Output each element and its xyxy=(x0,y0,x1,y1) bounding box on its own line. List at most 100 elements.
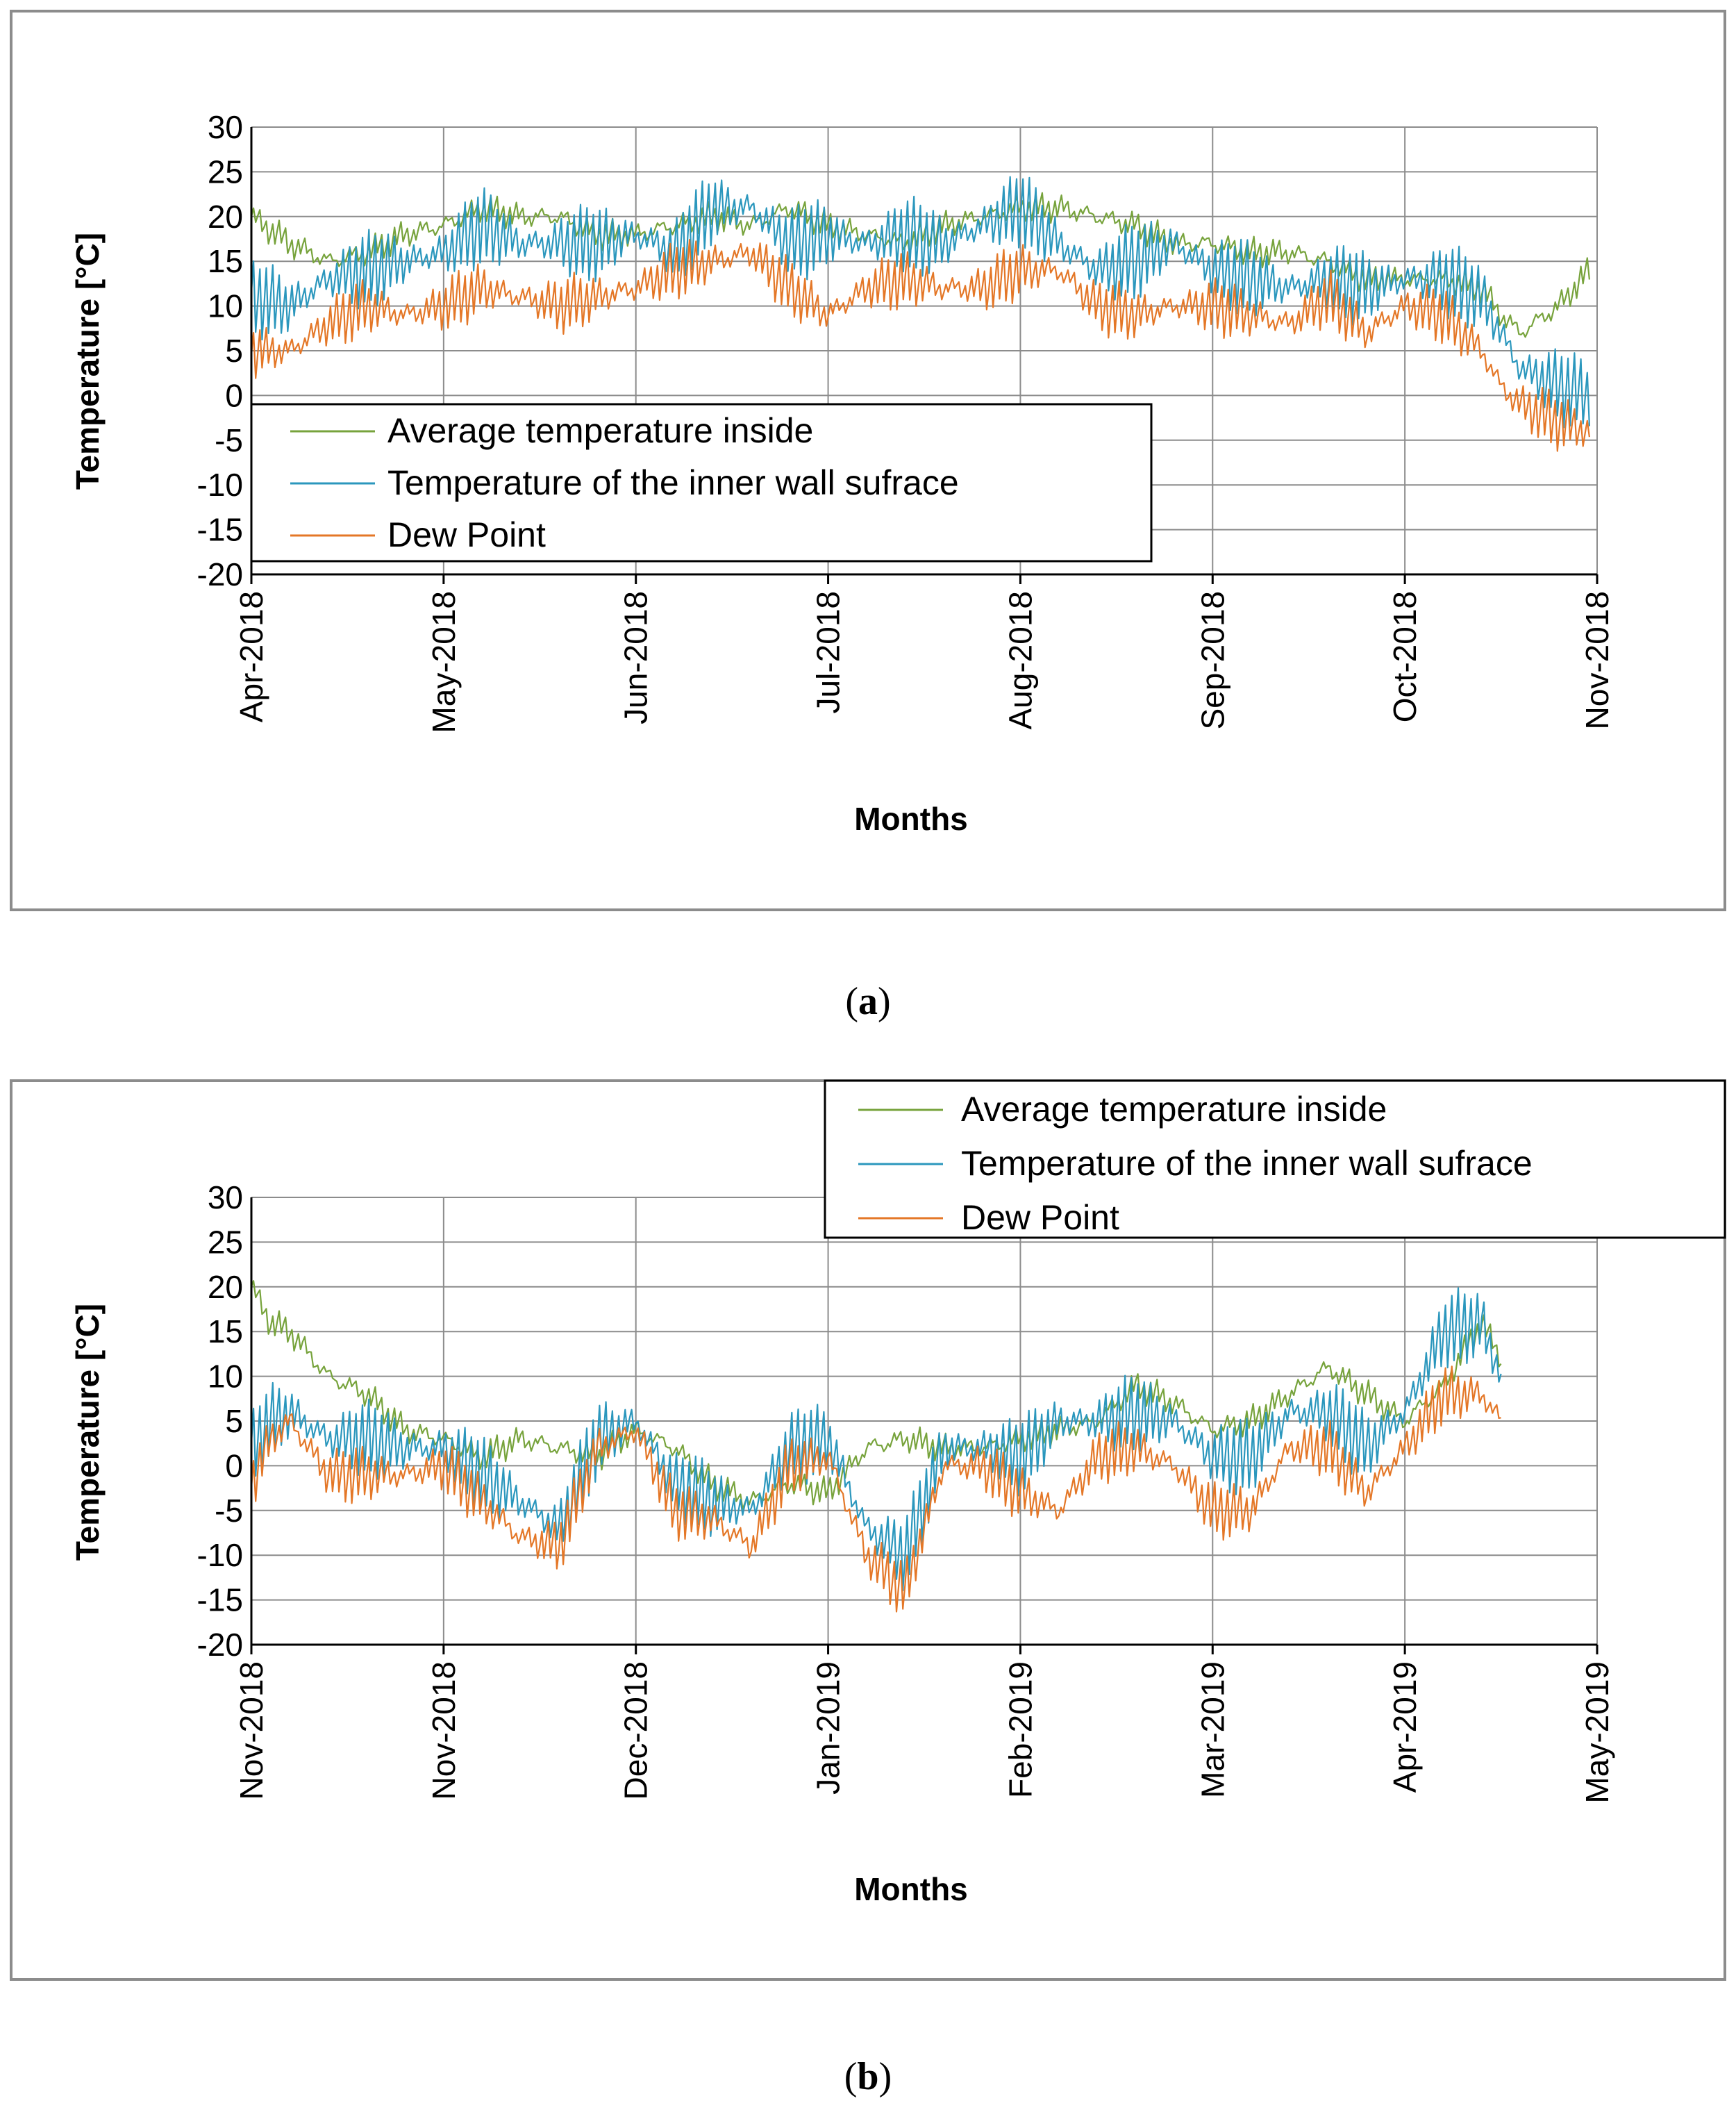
data-point-inside xyxy=(403,1429,406,1431)
data-point-wall xyxy=(288,1411,291,1413)
data-point-inside xyxy=(442,224,445,227)
data-point-dew xyxy=(269,1438,272,1440)
data-point-dew xyxy=(1211,1509,1214,1512)
data-point-wall xyxy=(442,251,445,254)
data-point-dew xyxy=(327,1473,330,1476)
data-point-dew xyxy=(1588,430,1591,433)
data-point-dew xyxy=(403,1473,406,1476)
data-point-dew xyxy=(635,287,637,290)
data-point-dew xyxy=(1365,1491,1368,1494)
data-point-dew xyxy=(635,1429,637,1431)
data-point-wall xyxy=(288,305,291,308)
data-point-wall xyxy=(750,206,753,209)
legend-box xyxy=(250,403,1153,563)
x-tick-label: Nov-2018 xyxy=(426,1661,462,1800)
data-point-inside xyxy=(1558,305,1560,308)
series-line-wall xyxy=(250,176,1590,429)
data-point-wall xyxy=(903,233,906,236)
data-point-inside xyxy=(1135,1384,1137,1386)
data-point-wall xyxy=(865,1527,868,1530)
x-tick-label: Oct-2018 xyxy=(1387,591,1423,722)
data-point-dew xyxy=(1135,1447,1137,1449)
data-point-dew xyxy=(1288,1447,1291,1449)
y-tick-label: 20 xyxy=(208,1269,243,1305)
legend-label-dew: Dew Point xyxy=(961,1198,1119,1237)
data-point-dew xyxy=(1173,1464,1176,1467)
data-point-wall xyxy=(635,1420,637,1422)
data-point-wall xyxy=(1500,331,1503,334)
data-point-dew xyxy=(1558,421,1560,424)
data-point-wall xyxy=(481,1473,483,1476)
legend-box xyxy=(824,1079,1726,1239)
y-axis-title: Temperature [°C] xyxy=(69,1304,106,1561)
data-point-wall xyxy=(865,242,868,244)
y-tick-label: 5 xyxy=(225,1403,243,1439)
y-tick-label: -10 xyxy=(197,467,243,503)
data-point-dew xyxy=(788,1464,791,1467)
data-point-wall xyxy=(980,1447,983,1449)
data-point-inside xyxy=(327,1375,330,1378)
data-point-inside xyxy=(1588,269,1591,272)
data-point-wall xyxy=(635,233,637,236)
data-point-inside xyxy=(1058,206,1060,209)
data-point-dew xyxy=(1365,331,1368,334)
y-tick-label: 0 xyxy=(225,377,243,413)
data-point-inside xyxy=(288,1330,291,1333)
data-point-inside xyxy=(1211,1429,1214,1431)
data-point-inside xyxy=(673,224,676,227)
data-point-wall xyxy=(827,233,830,236)
data-point-inside xyxy=(403,233,406,236)
data-point-wall xyxy=(673,1482,676,1485)
data-point-inside xyxy=(1250,251,1253,254)
data-point-inside xyxy=(1135,224,1137,227)
x-tick-label: Nov-2018 xyxy=(1579,591,1615,729)
data-point-inside xyxy=(1288,1393,1291,1395)
data-point-wall xyxy=(327,278,330,281)
data-point-dew xyxy=(1058,1509,1060,1512)
data-point-dew xyxy=(673,1509,676,1512)
data-point-inside xyxy=(1288,251,1291,254)
x-tick-label: Apr-2019 xyxy=(1387,1661,1423,1793)
data-point-dew xyxy=(1211,305,1214,308)
data-point-dew xyxy=(558,1545,560,1547)
data-point-dew xyxy=(980,1464,983,1467)
data-point-wall xyxy=(942,242,945,244)
data-point-dew xyxy=(519,1536,522,1538)
data-point-dew xyxy=(1403,305,1406,308)
y-tick-label: 10 xyxy=(208,288,243,324)
data-point-dew xyxy=(1326,296,1329,299)
data-point-dew xyxy=(442,305,445,308)
data-point-inside xyxy=(903,1438,906,1440)
x-tick-label: Feb-2019 xyxy=(1002,1661,1038,1798)
data-point-inside xyxy=(365,1393,368,1395)
data-point-dew xyxy=(1500,385,1503,388)
data-point-inside xyxy=(1096,215,1099,218)
x-axis-title: Months xyxy=(854,1871,968,1907)
data-point-dew xyxy=(1500,1420,1503,1422)
data-point-wall xyxy=(942,1447,945,1449)
data-point-dew xyxy=(711,260,714,263)
data-point-wall xyxy=(519,242,522,244)
data-point-dew xyxy=(481,287,483,290)
y-tick-label: 30 xyxy=(208,1179,243,1215)
data-point-dew xyxy=(365,305,368,308)
data-point-wall xyxy=(327,1438,330,1440)
data-point-dew xyxy=(827,313,830,316)
data-point-wall xyxy=(1211,269,1214,272)
series-group xyxy=(250,176,1591,452)
series-line-dew xyxy=(250,239,1590,452)
data-point-dew xyxy=(403,313,406,316)
data-point-dew xyxy=(1096,305,1099,308)
x-tick-label: May-2019 xyxy=(1579,1661,1615,1804)
data-point-wall xyxy=(1250,278,1253,281)
data-point-wall xyxy=(481,224,483,227)
data-point-dew xyxy=(1519,403,1521,406)
data-point-dew xyxy=(711,1518,714,1521)
data-point-wall xyxy=(1403,1411,1406,1413)
data-point-wall xyxy=(1211,1456,1214,1459)
x-tick-label: Jul-2018 xyxy=(810,591,846,713)
data-point-wall xyxy=(1480,296,1483,299)
